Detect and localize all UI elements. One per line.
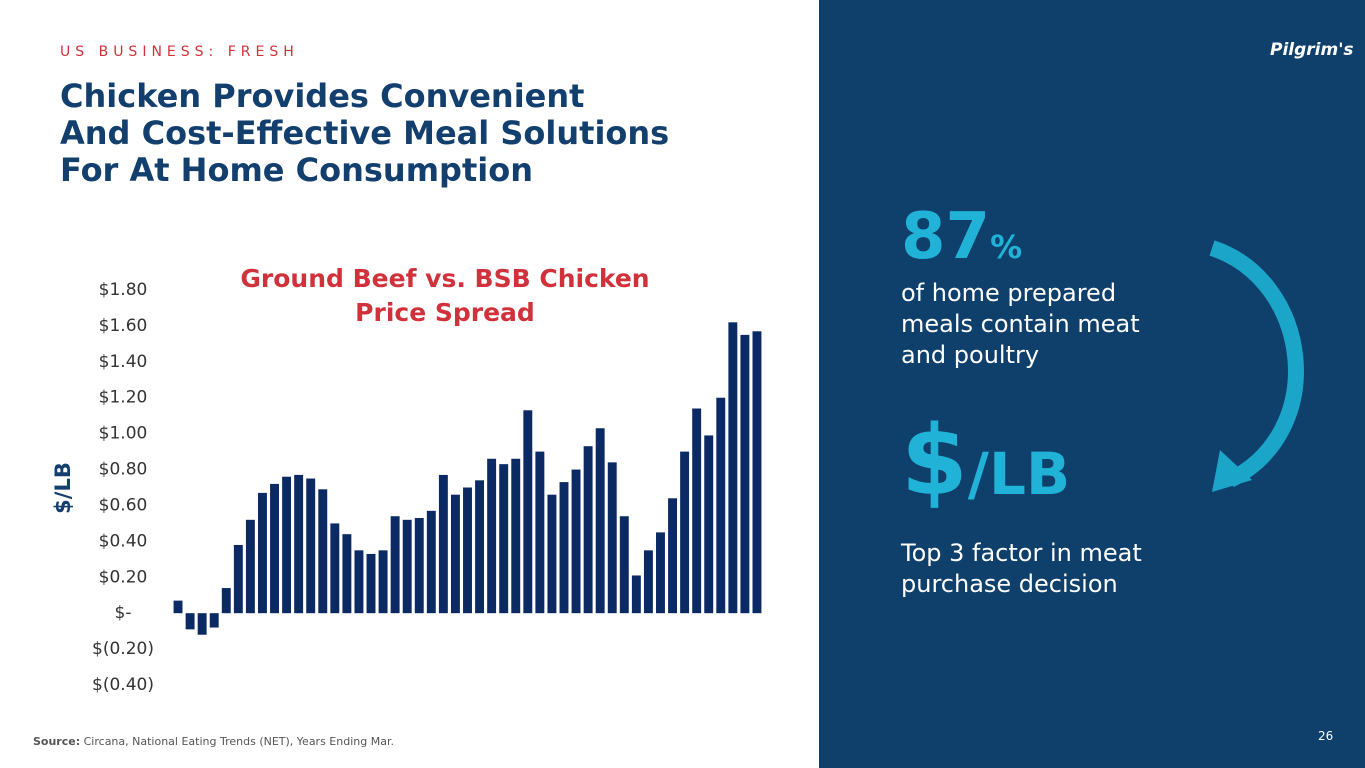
source: Source: Circana, National Eating Trends … <box>33 735 394 748</box>
bar <box>475 480 485 614</box>
bar <box>173 600 183 614</box>
bar <box>680 451 690 614</box>
bar <box>366 553 376 614</box>
source-label: Source: <box>33 735 81 748</box>
y-tick-label: $1.00 <box>99 424 148 444</box>
bar <box>656 532 665 614</box>
y-tick-label: $0.40 <box>99 531 148 551</box>
bar <box>704 435 714 614</box>
bar <box>318 489 328 614</box>
source-text: Circana, National Eating Trends (NET), Y… <box>83 735 394 748</box>
bar <box>740 334 750 614</box>
bar <box>571 469 581 614</box>
bar <box>270 483 279 614</box>
stat: $/LB <box>901 405 1070 517</box>
y-tick-label: $0.60 <box>99 495 148 515</box>
bar <box>342 534 352 614</box>
y-tick-label: $1.20 <box>99 388 148 408</box>
title-line: Chicken Provides Convenient <box>60 77 585 115</box>
arrow-curve <box>1209 240 1304 488</box>
bar <box>535 451 545 614</box>
y-tick-label: $0.80 <box>99 460 148 480</box>
bar <box>668 498 678 614</box>
bar <box>185 613 195 630</box>
bar <box>209 613 219 628</box>
bar <box>631 575 641 614</box>
title-line: For At Home Consumption <box>60 151 533 189</box>
arrow <box>1209 240 1304 492</box>
bar <box>583 446 593 614</box>
section-label: US BUSINESS: FRESH <box>60 44 299 60</box>
y-tick-label: $(0.40) <box>92 675 154 695</box>
bar <box>390 516 400 614</box>
bar <box>463 487 472 614</box>
page-number: 26 <box>1318 729 1334 743</box>
bar <box>414 518 424 614</box>
bar <box>752 331 762 614</box>
bar <box>233 544 243 614</box>
y-tick-label: $- <box>115 603 132 623</box>
bar <box>438 474 448 614</box>
y-tick-label: $0.20 <box>99 567 148 587</box>
slide-title: Chicken Provides Convenient And Cost-Eff… <box>60 78 669 189</box>
bar <box>245 519 255 614</box>
bar <box>426 510 436 614</box>
bar <box>547 494 557 614</box>
bar <box>595 428 605 614</box>
chart: $/LB $(0.40) $(0.20) $- $0.20 $0.40 $0.60 $0.8… <box>51 280 762 695</box>
bar <box>294 474 304 614</box>
bar <box>197 613 207 635</box>
y-tick-label: $1.60 <box>99 316 148 336</box>
bar <box>330 523 340 614</box>
y-tick-label: $1.40 <box>99 352 148 372</box>
y-tick-label: $(0.20) <box>92 639 154 659</box>
bar <box>257 492 267 614</box>
stat-unit: /LB <box>967 440 1071 508</box>
y-axis-label: $/LB <box>51 462 75 514</box>
stat-text: Top 3 factor in meat purchase decision <box>901 539 1142 598</box>
title-line: And Cost-Effective Meal Solutions <box>60 114 670 152</box>
logo: Pilgrim's <box>1270 40 1354 60</box>
bar <box>716 397 726 614</box>
y-tick-label: $1.80 <box>99 280 148 300</box>
bar <box>378 550 388 614</box>
bar <box>282 476 292 614</box>
bar <box>643 550 653 614</box>
bar <box>511 458 521 614</box>
bar <box>607 462 617 614</box>
bar <box>559 482 569 614</box>
bar <box>306 478 316 614</box>
bar <box>487 458 497 614</box>
chart-title: Ground Beef vs. BSB Chicken Price Spread <box>240 264 650 327</box>
bar <box>728 322 738 614</box>
bar <box>354 550 364 614</box>
bar <box>450 494 460 614</box>
bar <box>523 410 533 614</box>
bar <box>692 408 702 614</box>
side-panel <box>819 0 1365 768</box>
bar <box>402 519 412 614</box>
bar <box>221 588 231 614</box>
stat-number: 87 <box>901 200 991 274</box>
stat-number: $ <box>901 405 968 517</box>
bar <box>499 464 509 614</box>
arrow-head <box>1212 450 1252 492</box>
bar <box>619 516 629 614</box>
stat: 87% <box>901 200 1022 274</box>
stat-text: of home prepared meals contain meat and … <box>901 279 1140 369</box>
stat-unit: % <box>990 228 1023 266</box>
